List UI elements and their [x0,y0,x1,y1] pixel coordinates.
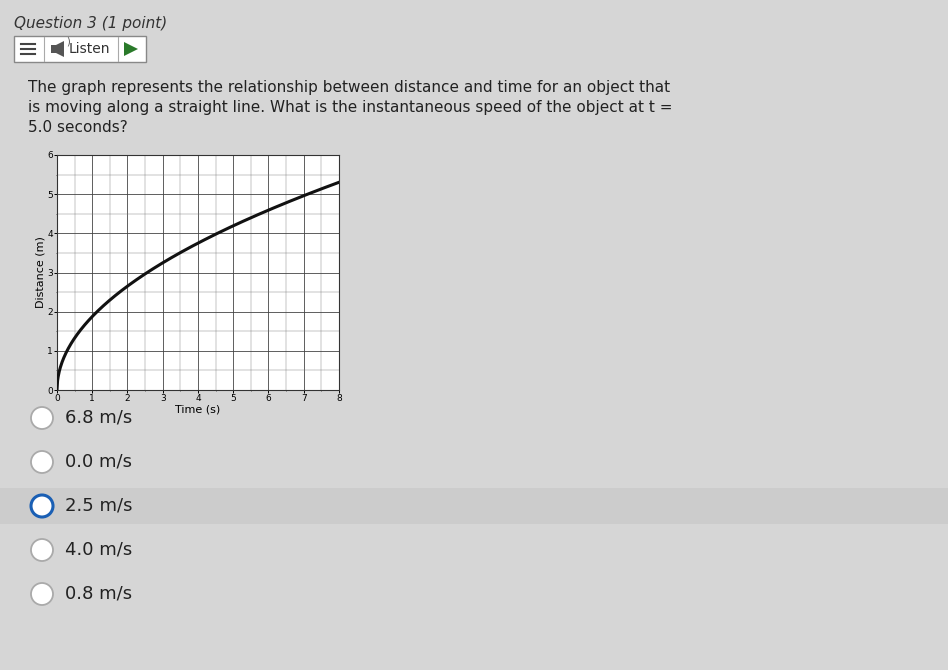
Text: 0.0 m/s: 0.0 m/s [65,453,132,471]
Circle shape [31,583,53,605]
Text: 0.8 m/s: 0.8 m/s [65,585,132,603]
Circle shape [31,539,53,561]
Text: Listen: Listen [69,42,111,56]
Polygon shape [124,42,138,56]
FancyBboxPatch shape [0,488,948,524]
X-axis label: Time (s): Time (s) [175,405,221,415]
Text: 4.0 m/s: 4.0 m/s [65,541,133,559]
Text: Question 3 (1 point): Question 3 (1 point) [14,16,167,31]
FancyBboxPatch shape [51,45,56,53]
Text: The graph represents the relationship between distance and time for an object th: The graph represents the relationship be… [28,80,670,95]
Text: 5.0 seconds?: 5.0 seconds? [28,120,128,135]
Text: ): ) [66,36,70,46]
Text: 6.8 m/s: 6.8 m/s [65,409,133,427]
Text: 2.5 m/s: 2.5 m/s [65,497,133,515]
Circle shape [31,407,53,429]
Circle shape [31,451,53,473]
Y-axis label: Distance (m): Distance (m) [36,237,46,308]
Polygon shape [56,41,64,57]
Circle shape [31,495,53,517]
FancyBboxPatch shape [14,36,146,62]
Text: is moving along a straight line. What is the instantaneous speed of the object a: is moving along a straight line. What is… [28,100,672,115]
